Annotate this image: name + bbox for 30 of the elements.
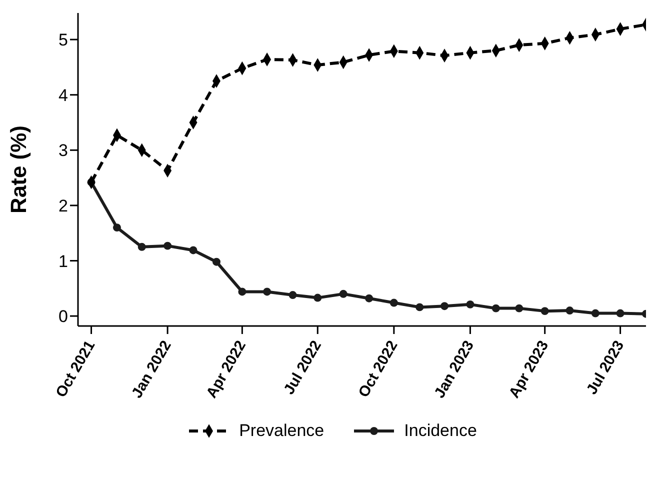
point bbox=[515, 304, 524, 312]
y-tick-label: 0 bbox=[58, 307, 68, 326]
point bbox=[365, 294, 374, 302]
point bbox=[466, 300, 474, 308]
y-tick-label: 1 bbox=[58, 252, 68, 271]
point bbox=[339, 290, 348, 298]
point bbox=[212, 258, 220, 266]
y-tick-label: 2 bbox=[58, 196, 68, 216]
point bbox=[164, 242, 172, 250]
y-tick-label: 4 bbox=[58, 86, 68, 105]
point bbox=[440, 302, 448, 310]
point bbox=[138, 242, 146, 251]
y-axis-title: Rate (%) bbox=[6, 125, 31, 214]
point bbox=[314, 294, 322, 302]
point bbox=[492, 304, 500, 312]
point bbox=[616, 309, 624, 318]
point bbox=[566, 306, 574, 314]
point bbox=[416, 303, 424, 312]
point bbox=[112, 224, 121, 232]
y-tick-label: 3 bbox=[58, 141, 68, 160]
legend-label: Prevalence bbox=[239, 421, 324, 441]
legend-label: Incidence bbox=[404, 421, 477, 441]
point bbox=[540, 307, 549, 316]
point bbox=[263, 288, 272, 296]
point bbox=[390, 298, 398, 307]
point bbox=[591, 309, 600, 318]
y-tick-label: 5 bbox=[58, 30, 68, 50]
point bbox=[288, 291, 297, 300]
point bbox=[238, 288, 246, 296]
point bbox=[189, 246, 198, 254]
